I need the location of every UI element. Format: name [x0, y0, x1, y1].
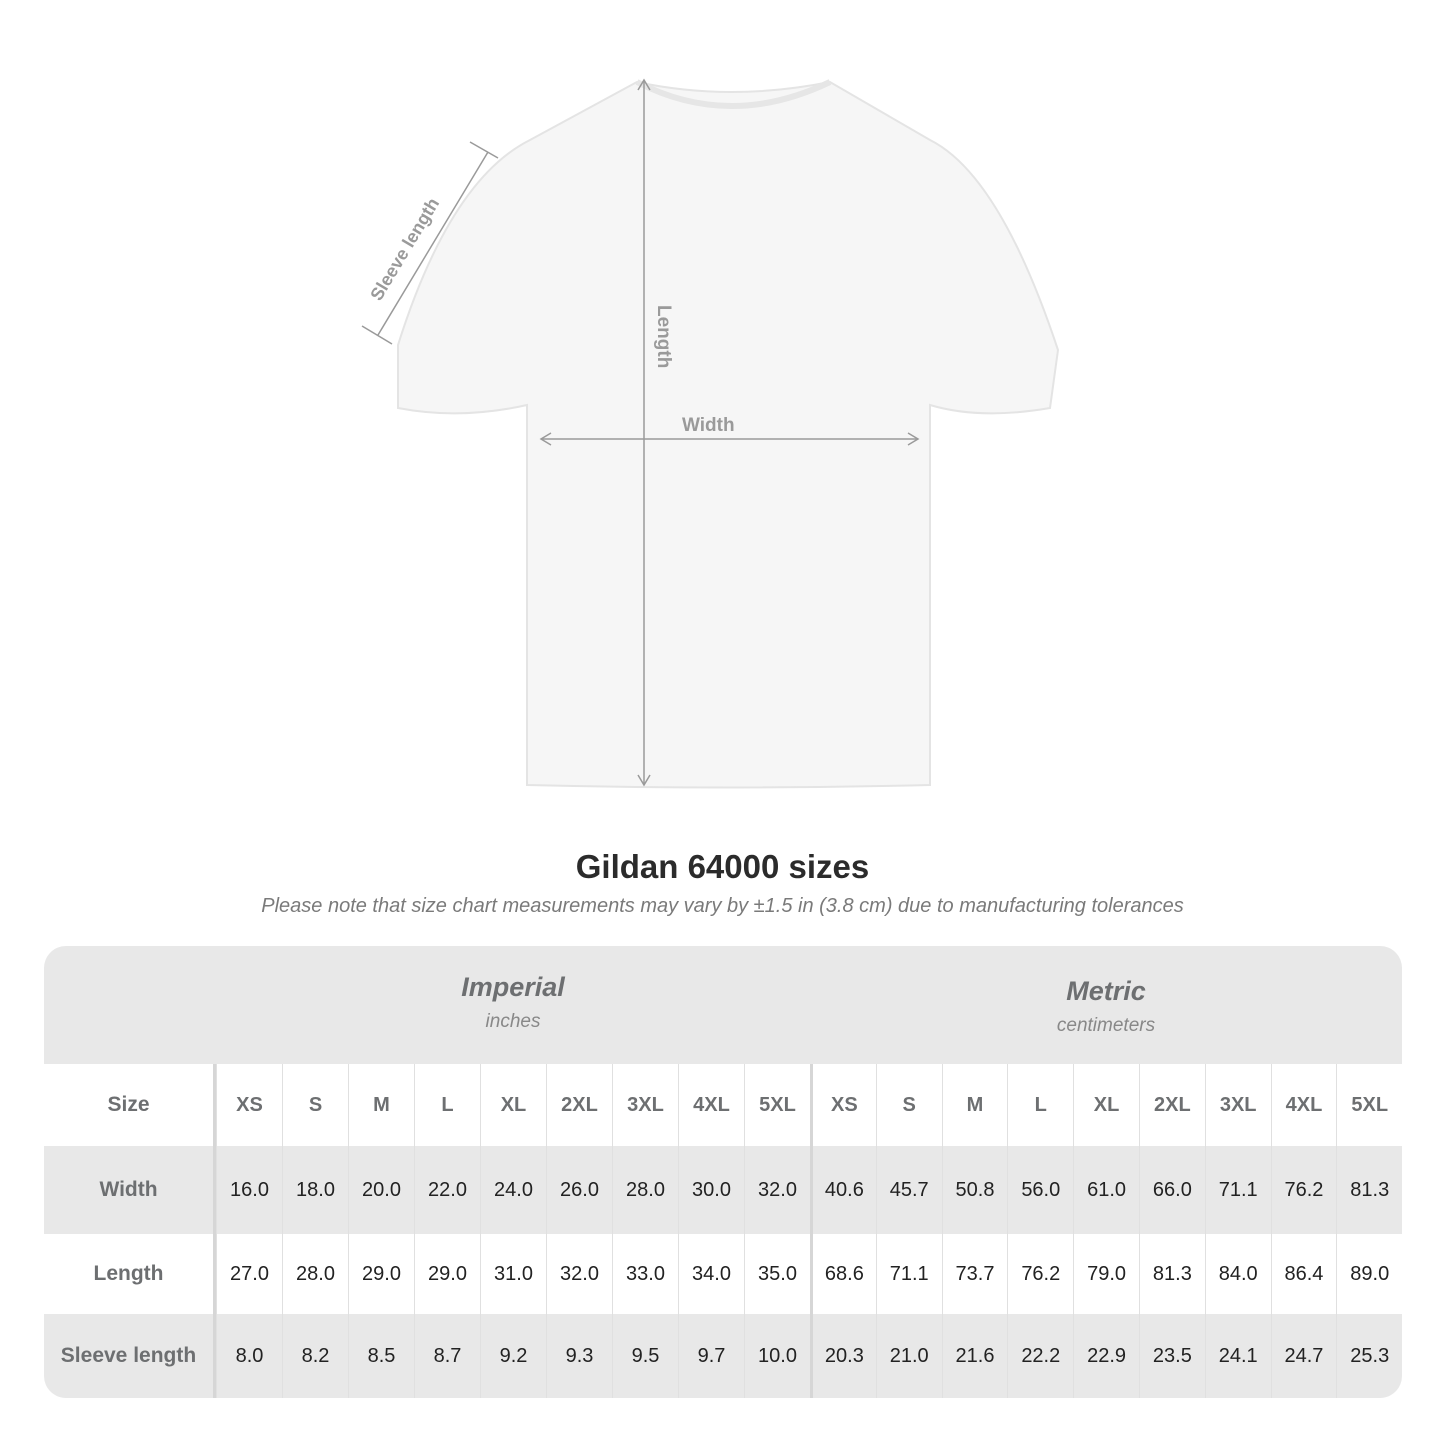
imperial-value-cell: 8.5: [348, 1314, 414, 1398]
imperial-value-cell: 29.0: [414, 1234, 480, 1314]
collar: [635, 79, 832, 109]
imperial-value-cell: 24.0: [480, 1146, 546, 1234]
metric-value-cell: 73.7: [941, 1234, 1008, 1314]
metric-value-cell: 20.3: [810, 1314, 876, 1398]
imperial-value-cell: 9.2: [480, 1314, 546, 1398]
metric-value-cell: 79.0: [1073, 1234, 1139, 1314]
metric-value-cell: 71.1: [1204, 1146, 1271, 1234]
metric-value-cell: 86.4: [1270, 1234, 1337, 1314]
metric-size-header: XL: [1073, 1064, 1139, 1146]
width-arrow-right: [907, 432, 920, 446]
metric-value-cell: 81.3: [1336, 1146, 1402, 1234]
sleeve-measure-line: [377, 151, 489, 336]
width-arrow-left: [539, 432, 552, 446]
metric-value-cell: 25.3: [1336, 1314, 1402, 1398]
metric-value-cell: 56.0: [1007, 1146, 1073, 1234]
row-label: Length: [44, 1234, 216, 1314]
imperial-size-header: 4XL: [678, 1064, 744, 1146]
imperial-value-cell: 35.0: [744, 1234, 810, 1314]
imperial-size-header: 2XL: [546, 1064, 612, 1146]
metric-value-cell: 89.0: [1336, 1234, 1402, 1314]
metric-value-cell: 50.8: [941, 1146, 1008, 1234]
table-row: Width 16.0 18.0 20.0 22.0 24.0 26.0 28.0 30.0 32.…: [44, 1146, 1402, 1234]
metric-value-cell: 84.0: [1204, 1234, 1271, 1314]
metric-value-cell: 71.1: [875, 1234, 942, 1314]
page-title: Gildan 64000 sizes: [575, 848, 870, 885]
imperial-size-header: 5XL: [744, 1064, 810, 1146]
imperial-value-cell: 9.3: [546, 1314, 612, 1398]
tolerance-note: Please note that size chart measurements…: [261, 895, 1184, 917]
size-table: Imperial inches Metric centimeters Size X…: [44, 946, 1402, 1398]
metric-value-cell: 68.6: [810, 1234, 876, 1314]
metric-value-cell: 22.2: [1007, 1314, 1073, 1398]
imperial-size-header: S: [282, 1064, 348, 1146]
imperial-value-cell: 26.0: [546, 1146, 612, 1234]
row-label: Sleeve length: [44, 1314, 216, 1398]
imperial-value-cell: 20.0: [348, 1146, 414, 1234]
imperial-value-cell: 18.0: [282, 1146, 348, 1234]
metric-value-cell: 66.0: [1138, 1146, 1205, 1234]
metric-value-cell: 22.9: [1073, 1314, 1139, 1398]
imperial-value-cell: 8.0: [216, 1314, 282, 1398]
metric-size-header: 3XL: [1204, 1064, 1271, 1146]
imperial-value-cell: 16.0: [216, 1146, 282, 1234]
imperial-value-cell: 8.7: [414, 1314, 480, 1398]
metric-size-header: 4XL: [1270, 1064, 1337, 1146]
imperial-size-header: XS: [216, 1064, 282, 1146]
metric-size-header: L: [1007, 1064, 1073, 1146]
imperial-value-cell: 10.0: [744, 1314, 810, 1398]
imperial-value-cell: 8.2: [282, 1314, 348, 1398]
metric-unit: centimeters: [1056, 1015, 1156, 1036]
imperial-header: Imperial inches: [216, 946, 810, 1064]
length-arrow-bottom: [637, 774, 651, 787]
size-header-row: Size XS S M L XL 2XL 3XL 4XL 5XL XS S M L XL 2XL 3XL 4XL 5…: [44, 1064, 1402, 1146]
row-label: Width: [44, 1146, 216, 1234]
tshirt-diagram: Sleeve length Length Width: [361, 78, 1060, 789]
metric-size-header: M: [941, 1064, 1008, 1146]
imperial-size-header: M: [348, 1064, 414, 1146]
imperial-title: Imperial: [461, 972, 565, 1002]
imperial-value-cell: 32.0: [744, 1146, 810, 1234]
imperial-value-cell: 32.0: [546, 1234, 612, 1314]
imperial-value-cell: 33.0: [612, 1234, 678, 1314]
width-label: Width: [682, 415, 735, 436]
imperial-value-cell: 30.0: [678, 1146, 744, 1234]
metric-size-header: 2XL: [1138, 1064, 1205, 1146]
metric-value-cell: 24.7: [1270, 1314, 1337, 1398]
metric-header: Metric centimeters: [810, 950, 1402, 1068]
row-label: Size: [44, 1064, 216, 1146]
imperial-value-cell: 28.0: [282, 1234, 348, 1314]
imperial-size-header: 3XL: [612, 1064, 678, 1146]
length-arrow-top: [637, 78, 651, 91]
imperial-value-cell: 27.0: [216, 1234, 282, 1314]
table-row: Sleeve length 8.0 8.2 8.5 8.7 9.2 9.3 9.5 9.7 10.…: [44, 1314, 1402, 1398]
metric-value-cell: 24.1: [1204, 1314, 1271, 1398]
imperial-unit: inches: [485, 1011, 541, 1032]
imperial-value-cell: 9.5: [612, 1314, 678, 1398]
metric-value-cell: 76.2: [1007, 1234, 1073, 1314]
imperial-value-cell: 34.0: [678, 1234, 744, 1314]
metric-value-cell: 21.0: [875, 1314, 942, 1398]
table-row: Length 27.0 28.0 29.0 29.0 31.0 32.0 33.0 34.0 35…: [44, 1234, 1402, 1314]
metric-value-cell: 76.2: [1270, 1146, 1337, 1234]
metric-size-header: S: [875, 1064, 942, 1146]
metric-value-cell: 21.6: [941, 1314, 1008, 1398]
metric-value-cell: 81.3: [1138, 1234, 1205, 1314]
imperial-value-cell: 29.0: [348, 1234, 414, 1314]
metric-title: Metric: [1066, 976, 1146, 1006]
imperial-value-cell: 9.7: [678, 1314, 744, 1398]
imperial-value-cell: 22.0: [414, 1146, 480, 1234]
tshirt-shape: [397, 80, 1060, 789]
metric-size-header: 5XL: [1336, 1064, 1402, 1146]
metric-value-cell: 61.0: [1073, 1146, 1139, 1234]
metric-value-cell: 23.5: [1138, 1314, 1205, 1398]
imperial-size-header: L: [414, 1064, 480, 1146]
length-label: Length: [653, 305, 674, 368]
imperial-size-header: XL: [480, 1064, 546, 1146]
metric-value-cell: 40.6: [810, 1146, 876, 1234]
imperial-value-cell: 31.0: [480, 1234, 546, 1314]
metric-value-cell: 45.7: [875, 1146, 942, 1234]
metric-size-header: XS: [810, 1064, 876, 1146]
imperial-value-cell: 28.0: [612, 1146, 678, 1234]
